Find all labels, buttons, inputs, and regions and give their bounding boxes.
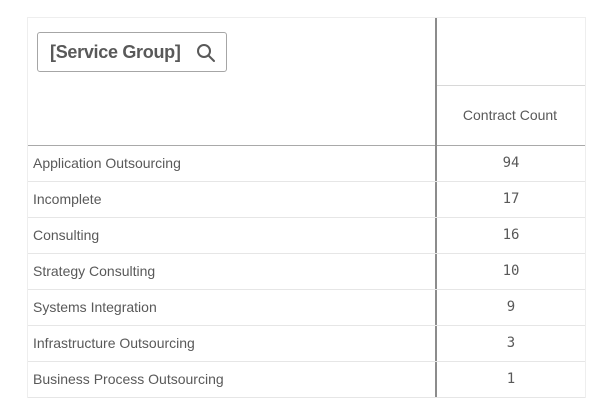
table-row[interactable]: Consulting 16	[28, 218, 585, 254]
row-label: Incomplete	[33, 191, 102, 207]
contract-count-header[interactable]: Contract Count	[462, 107, 558, 123]
service-group-label: [Service Group]	[50, 42, 181, 62]
row-label: Systems Integration	[33, 299, 157, 315]
table-body: Application Outsourcing 94 Incomplete 17…	[28, 146, 585, 398]
table-row[interactable]: Business Process Outsourcing 1	[28, 362, 585, 398]
row-value: 16	[502, 227, 520, 243]
table-header: [Service Group] Contract Count	[28, 18, 585, 146]
row-value: 9	[506, 299, 516, 315]
row-value: 94	[502, 155, 520, 171]
row-value: 10	[502, 263, 520, 279]
row-value: 3	[506, 335, 516, 351]
search-icon	[197, 44, 215, 62]
row-label: Infrastructure Outsourcing	[33, 335, 195, 351]
column-divider	[435, 18, 437, 397]
measure-header: Contract Count	[435, 18, 585, 145]
table-row[interactable]: Infrastructure Outsourcing 3	[28, 326, 585, 362]
row-label: Consulting	[33, 227, 100, 243]
row-value: 17	[502, 191, 520, 207]
table-row[interactable]: Systems Integration 9	[28, 290, 585, 326]
row-label: Application Outsourcing	[33, 155, 181, 171]
measure-header-spacer	[435, 18, 585, 86]
table-row[interactable]: Strategy Consulting 10	[28, 254, 585, 290]
table-row[interactable]: Incomplete 17	[28, 182, 585, 218]
row-label: Strategy Consulting	[33, 263, 156, 279]
pivot-table: [Service Group] Contract Count Applicati…	[27, 17, 586, 398]
row-label: Business Process Outsourcing	[33, 371, 224, 387]
dimension-header: [Service Group]	[28, 18, 435, 145]
service-group-search-button[interactable]: [Service Group]	[37, 32, 227, 72]
table-row[interactable]: Application Outsourcing 94	[28, 146, 585, 182]
row-value: 1	[506, 371, 516, 387]
